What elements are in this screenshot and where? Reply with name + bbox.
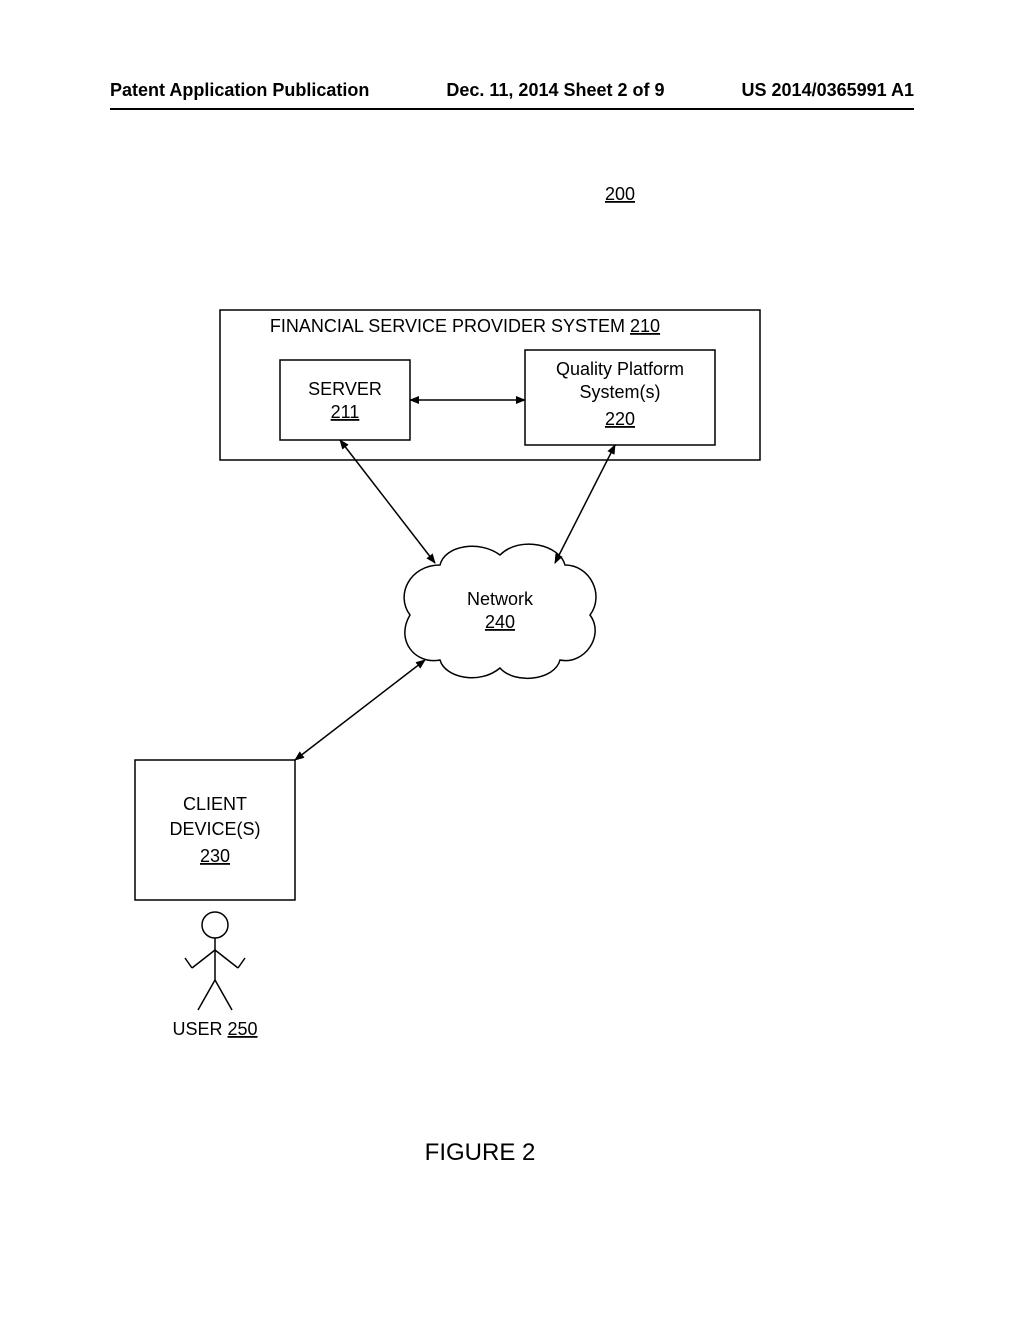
diagram-ref: 200 <box>605 184 635 204</box>
header-rule <box>110 108 914 110</box>
server-ref: 211 <box>331 402 360 422</box>
qps-ref: 220 <box>605 409 635 429</box>
client-line1: CLIENT <box>183 794 247 814</box>
user-label: USER 250 <box>172 1019 257 1039</box>
server-label: SERVER <box>308 379 382 399</box>
header-right: US 2014/0365991 A1 <box>742 80 914 101</box>
qps-line2: System(s) <box>580 382 661 402</box>
client-ref: 230 <box>200 846 230 866</box>
header-center: Dec. 11, 2014 Sheet 2 of 9 <box>446 80 664 101</box>
arrow-server-network <box>340 440 435 563</box>
client-line2: DEVICE(S) <box>169 819 260 839</box>
qps-line1: Quality Platform <box>556 359 684 379</box>
user-icon <box>185 912 245 1010</box>
fsp-system-title: FINANCIAL SERVICE PROVIDER SYSTEM 210 <box>270 316 660 336</box>
arrow-client-network <box>295 660 425 760</box>
page-header: Patent Application Publication Dec. 11, … <box>0 80 1024 101</box>
figure-label: FIGURE 2 <box>425 1139 536 1166</box>
network-ref: 240 <box>485 612 515 632</box>
server-box <box>280 360 410 440</box>
diagram-svg: 200 FINANCIAL SERVICE PROVIDER SYSTEM 21… <box>0 150 1024 1250</box>
arrow-qps-network <box>555 445 615 563</box>
header-left: Patent Application Publication <box>110 80 369 101</box>
network-label: Network <box>467 589 534 609</box>
